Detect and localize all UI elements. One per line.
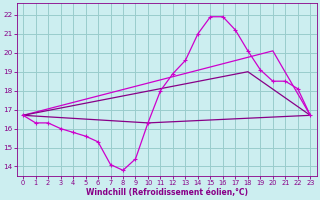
X-axis label: Windchill (Refroidissement éolien,°C): Windchill (Refroidissement éolien,°C)	[86, 188, 248, 197]
